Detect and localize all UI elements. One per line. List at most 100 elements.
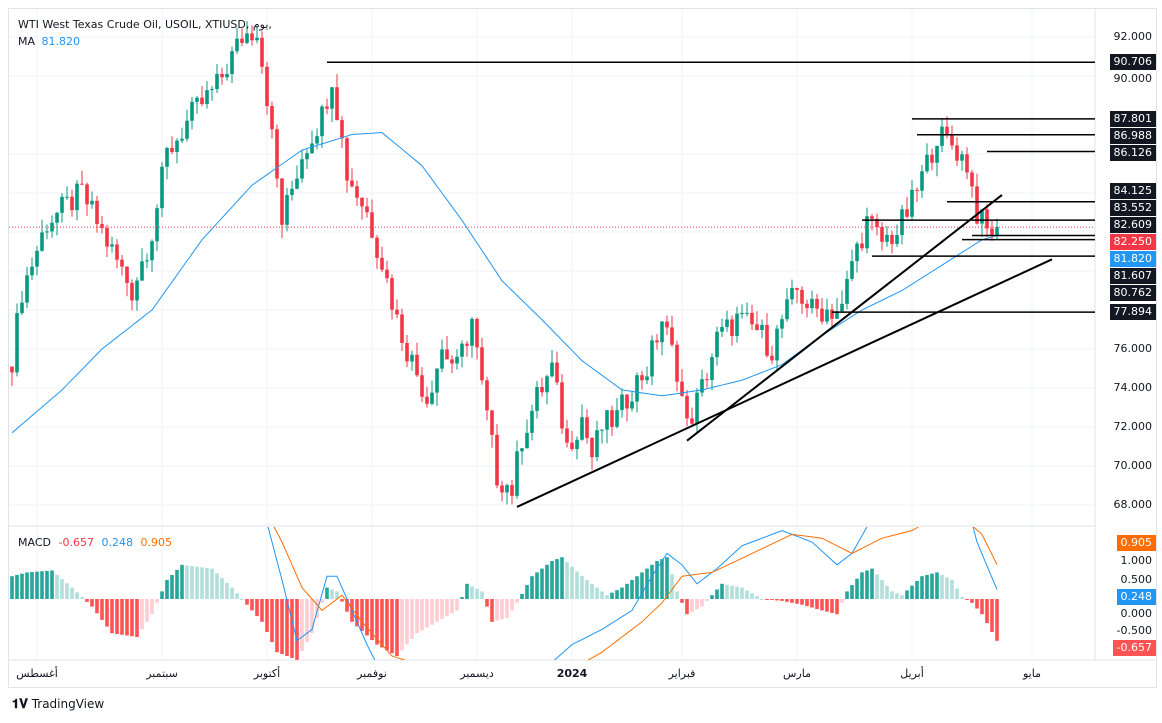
macd-histogram-bar: [150, 599, 154, 615]
macd-histogram-bar: [525, 585, 529, 599]
macd-tick-label: 0.500: [1116, 572, 1156, 588]
macd-histogram-bar: [740, 587, 744, 599]
macd-histogram-bar: [75, 592, 79, 599]
macd-signal-value: 0.905: [140, 536, 172, 549]
macd-histogram-bar: [330, 589, 334, 599]
macd-histogram-bar: [545, 564, 549, 599]
macd-histogram-bar: [300, 599, 304, 651]
candle-body: [900, 209, 904, 236]
candle-body: [765, 324, 769, 356]
time-tick-label: مارس: [783, 667, 811, 680]
candle-body: [940, 126, 944, 146]
level-price-label: 82.609: [1109, 216, 1156, 233]
macd-histogram-bar: [665, 557, 669, 599]
candle-body: [65, 196, 69, 198]
macd-histogram-bar: [450, 599, 454, 614]
candle-body: [250, 33, 254, 41]
candle-body: [620, 394, 624, 411]
candle-body: [235, 38, 239, 52]
candle-body: [325, 106, 329, 109]
candle-body: [685, 395, 689, 419]
candle-body: [460, 343, 464, 357]
candle-body: [820, 308, 824, 322]
candle-body: [40, 232, 44, 251]
macd-histogram-bar: [675, 591, 679, 599]
macd-histogram-bar: [250, 599, 254, 611]
macd-histogram-bar: [65, 583, 69, 599]
candle-body: [760, 324, 764, 331]
candle-body: [615, 410, 619, 427]
symbol-title: WTI West Texas Crude Oil, USOIL, XTIUSD,…: [18, 18, 272, 31]
candle-body: [665, 321, 669, 328]
level-price-label: 86.126: [1109, 144, 1156, 161]
macd-histogram-bar: [680, 599, 684, 603]
candle-body: [55, 212, 59, 223]
candle-body: [215, 73, 219, 89]
macd-histogram-bar: [120, 599, 124, 635]
time-tick-label: أغسطس: [16, 667, 58, 680]
candle-body: [945, 126, 949, 135]
candle-body: [895, 235, 899, 244]
macd-histogram-bar: [115, 599, 119, 634]
macd-histogram-bar: [305, 599, 309, 643]
macd-histogram-bar: [510, 599, 514, 611]
macd-histogram-bar: [660, 559, 664, 599]
macd-histogram-bar: [415, 599, 419, 634]
candle-body: [960, 154, 964, 161]
macd-histogram-bar: [655, 561, 659, 599]
macd-histogram-bar: [25, 572, 29, 599]
candle-body: [930, 154, 934, 163]
macd-histogram-bar: [580, 576, 584, 599]
time-tick-label: مايو: [1023, 667, 1041, 680]
candle-body: [445, 349, 449, 360]
candle-body: [755, 324, 759, 331]
candle-body: [710, 357, 714, 381]
candle-body: [740, 313, 744, 315]
candle-body: [770, 355, 774, 361]
macd-histogram-bar: [540, 568, 544, 599]
macd-histogram-bar: [555, 559, 559, 599]
candle-body: [345, 138, 349, 181]
macd-histogram-bar: [795, 599, 799, 604]
ma-line: [11, 132, 998, 434]
candle-body: [190, 101, 194, 121]
macd-histogram-bar: [500, 599, 504, 620]
candle-body: [845, 278, 849, 304]
macd-histogram-bar: [895, 593, 899, 599]
candle-body: [150, 241, 154, 261]
macd-histogram-bar: [835, 599, 839, 615]
macd-histogram-bar: [360, 599, 364, 631]
candle-body: [135, 280, 139, 301]
macd-histogram-bar: [260, 599, 264, 622]
candle-body: [285, 195, 289, 225]
candle-body: [810, 298, 814, 309]
candle-body: [905, 209, 909, 217]
candle-body: [185, 120, 189, 139]
candle-body: [715, 331, 719, 358]
candle-body: [860, 243, 864, 249]
tradingview-logo[interactable]: 𝟏𝐕 TradingView: [12, 697, 104, 712]
macd-histogram-bar: [410, 599, 414, 639]
macd-histogram-bar: [390, 599, 394, 654]
candle-body: [415, 354, 419, 376]
macd-histogram-bar: [800, 599, 804, 605]
macd-histogram-bar: [275, 599, 279, 653]
candle-body: [680, 381, 684, 396]
macd-histogram-bar: [725, 584, 729, 599]
candle-body: [575, 439, 579, 450]
candle-body: [305, 153, 309, 160]
ma-legend: MA 81.820: [18, 35, 80, 48]
candle-body: [690, 418, 694, 424]
macd-histogram-bar: [285, 599, 289, 656]
candle-body: [925, 154, 929, 172]
macd-histogram-bar: [400, 599, 404, 651]
trend-line: [516, 258, 1053, 508]
candle-body: [205, 90, 209, 105]
macd-histogram-bar: [380, 599, 384, 648]
macd-histogram-bar: [295, 599, 299, 660]
macd-histogram-bar: [935, 572, 939, 599]
macd-histogram-bar: [165, 580, 169, 599]
candle-body: [570, 442, 574, 450]
candle-body: [175, 140, 179, 153]
